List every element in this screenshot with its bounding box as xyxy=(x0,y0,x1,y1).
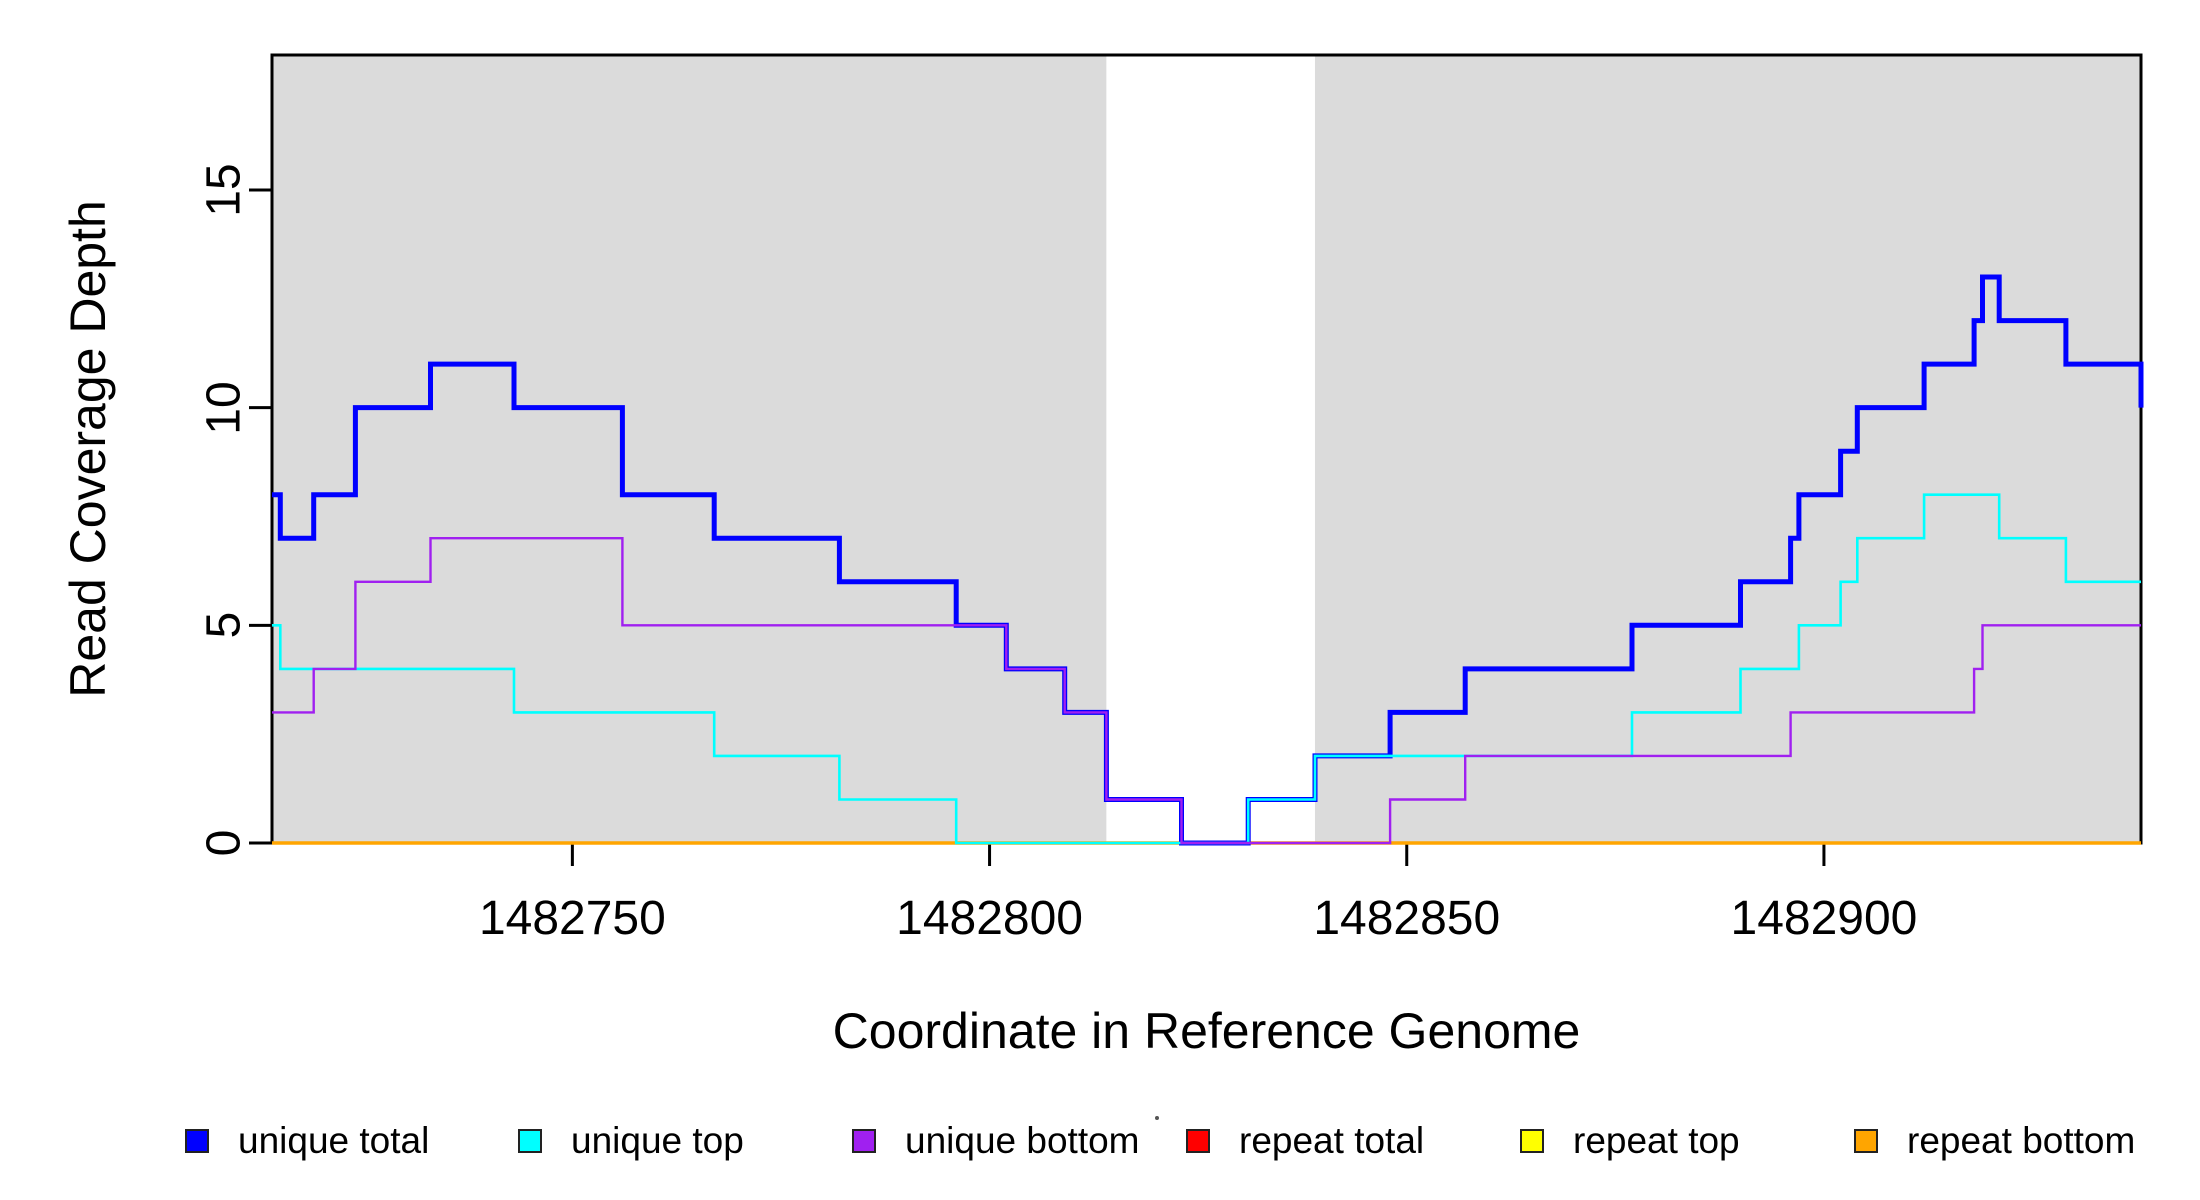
stray-dot-artifact xyxy=(1155,1116,1159,1120)
legend-swatch-icon xyxy=(518,1129,542,1153)
x-tick-label: 1482800 xyxy=(896,892,1083,945)
legend-label: unique top xyxy=(571,1120,744,1161)
legend-swatch-icon xyxy=(1520,1129,1544,1153)
y-tick-label: 10 xyxy=(197,380,251,435)
legend-item-repeat-bottom: repeat bottom xyxy=(1854,1120,2135,1162)
y-tick-label: 0 xyxy=(197,829,251,857)
shaded-region-0 xyxy=(272,55,1107,843)
legend-label: unique total xyxy=(238,1120,430,1161)
legend-label: repeat total xyxy=(1239,1120,1425,1161)
x-axis-title: Coordinate in Reference Genome xyxy=(832,1003,1581,1059)
shaded-region-1 xyxy=(1314,55,2141,843)
legend-label: unique bottom xyxy=(905,1120,1140,1161)
legend-item-repeat-top: repeat top xyxy=(1520,1120,1740,1162)
legend-item-unique-total: unique total xyxy=(185,1120,429,1162)
legend-item-unique-top: unique top xyxy=(518,1120,744,1162)
legend-label: repeat top xyxy=(1573,1120,1740,1161)
y-tick-label: 15 xyxy=(197,163,251,217)
series-unique-bottom xyxy=(272,537,2141,845)
legend-swatch-icon xyxy=(185,1129,209,1153)
y-axis-title: Read Coverage Depth xyxy=(60,200,116,698)
legend-item-repeat-total: repeat total xyxy=(1186,1120,1424,1162)
x-tick-label: 1482750 xyxy=(478,892,666,945)
y-tick-label: 5 xyxy=(197,611,251,639)
legend-swatch-icon xyxy=(852,1129,876,1153)
x-tick-label: 1482900 xyxy=(1730,892,1918,945)
series-unique-top xyxy=(272,493,2141,845)
legend-item-unique-bottom: unique bottom xyxy=(852,1120,1140,1162)
legend-label: repeat bottom xyxy=(1907,1120,2136,1161)
legend-swatch-icon xyxy=(1186,1129,1210,1153)
legend-swatch-icon xyxy=(1854,1129,1878,1153)
x-tick-label: 1482850 xyxy=(1313,892,1501,945)
